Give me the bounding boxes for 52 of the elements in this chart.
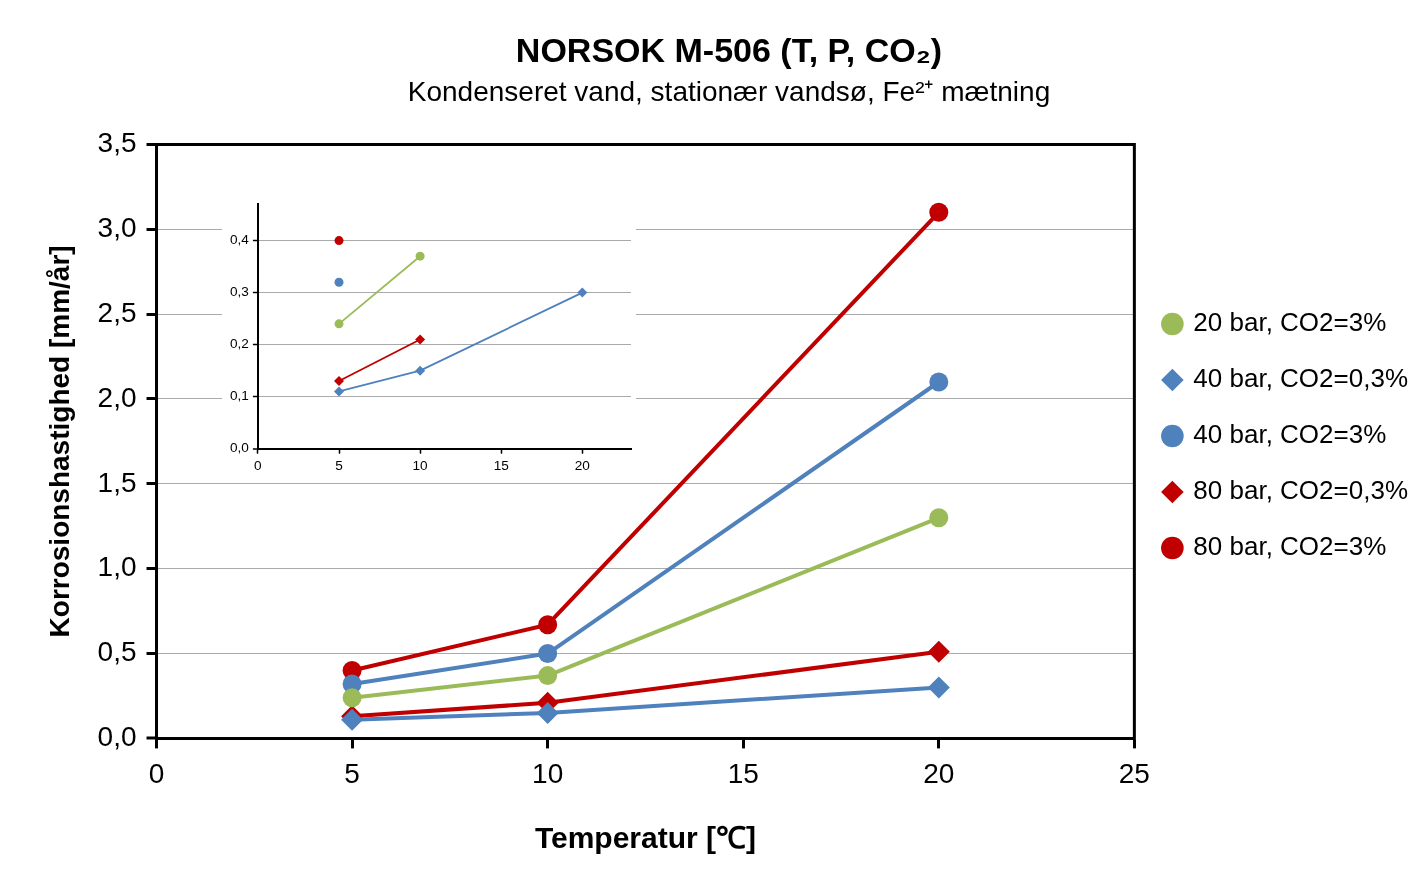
- x-tick-label: 0: [254, 457, 263, 473]
- x-tick-label: 20: [574, 457, 591, 473]
- chart-subtitle: Kondenseret vand, stationær vandsø, Fe²⁺ mætning: [407, 76, 1051, 108]
- y-tick-label: 0,2: [229, 336, 249, 352]
- point: [929, 202, 949, 222]
- x-tick-label: 5: [335, 457, 343, 473]
- y-tick-label: 0,5: [97, 636, 137, 668]
- point: [415, 365, 426, 376]
- x-tick-label: 10: [532, 757, 564, 789]
- point: [334, 376, 345, 387]
- y-tick-label: 0,3: [229, 284, 249, 300]
- point: [415, 251, 425, 261]
- chart-title: NORSOK M-506 (T, P, CO₂): [515, 30, 943, 69]
- y-tick-label: 0,4: [229, 232, 250, 248]
- point: [334, 386, 345, 397]
- legend-label: 20 bar, CO2=3%: [1193, 307, 1387, 338]
- x-tick-label: 15: [727, 757, 759, 789]
- point: [334, 236, 344, 246]
- x-tick-label: 20: [923, 757, 955, 789]
- y-tick-label: 0,1: [229, 388, 249, 404]
- point: [342, 688, 362, 708]
- y-tick-label: 2,0: [97, 381, 137, 413]
- point: [929, 372, 949, 392]
- legend-label: 80 bar, CO2=3%: [1193, 531, 1387, 562]
- point: [577, 287, 588, 298]
- x-tick-label: 25: [1118, 757, 1150, 789]
- y-axis-title: Korrosionshastighed [mm/år]: [43, 245, 75, 638]
- y-tick-label: 1,0: [97, 551, 137, 583]
- point: [536, 701, 559, 724]
- point: [538, 615, 558, 635]
- point: [415, 334, 426, 345]
- point: [927, 676, 950, 699]
- x-tick-label: 10: [412, 457, 429, 473]
- point: [929, 508, 949, 528]
- y-tick-label: 0,0: [97, 721, 137, 753]
- point: [927, 640, 950, 663]
- point: [538, 666, 558, 686]
- x-tick-label: 15: [493, 457, 509, 473]
- point: [334, 319, 344, 329]
- y-tick-label: 2,5: [97, 296, 137, 328]
- point: [334, 277, 344, 287]
- y-tick-label: 0,0: [229, 440, 250, 456]
- x-tick-label: 0: [148, 757, 165, 789]
- legend-label: 40 bar, CO2=0,3%: [1193, 363, 1408, 394]
- y-tick-label: 1,5: [97, 466, 137, 498]
- x-axis-title: Temperatur [℃]: [534, 821, 757, 855]
- y-tick-label: 3,0: [97, 211, 137, 243]
- legend-label: 40 bar, CO2=3%: [1193, 419, 1387, 450]
- point: [538, 644, 558, 664]
- x-tick-label: 5: [344, 757, 360, 789]
- legend-label: 80 bar, CO2=0,3%: [1193, 475, 1408, 506]
- y-tick-label: 3,5: [97, 127, 137, 159]
